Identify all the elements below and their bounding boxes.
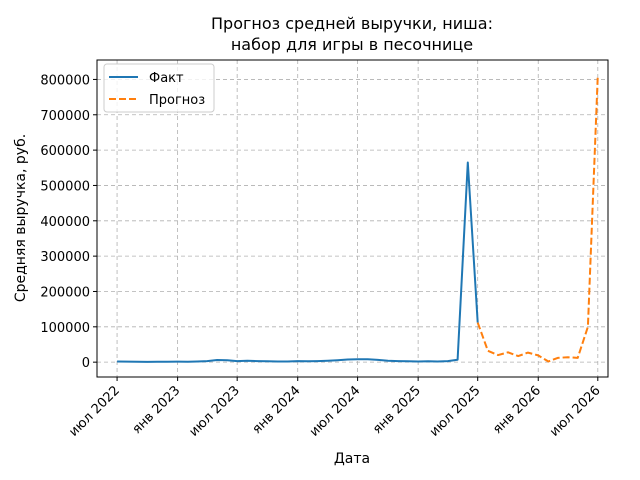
y-tick-label: 0 [82, 356, 90, 371]
series-line-fact [117, 161, 479, 363]
y-tick-label: 500000 [40, 179, 90, 194]
legend-label-fact: Факт [149, 71, 184, 86]
chart-title-line-1: Прогноз средней выручки, ниша: [211, 14, 493, 33]
y-tick-label: 200000 [40, 285, 90, 300]
y-tick-label: 300000 [40, 250, 90, 265]
y-axis-label: Средняя выручка, руб. [13, 134, 29, 302]
legend-label-forecast: Прогноз [149, 93, 205, 108]
x-axis-label: Дата [334, 451, 370, 467]
y-axis-ticks: 0 100000 200000 300000 400000 500000 600000 700… [40, 73, 97, 371]
legend: Факт Прогноз [103, 63, 215, 113]
y-tick-label: 100000 [40, 321, 90, 336]
y-tick-label: 800000 [40, 73, 90, 88]
series-line-forecast [476, 75, 599, 363]
y-tick-label: 700000 [40, 109, 90, 124]
series-lines [117, 75, 599, 363]
plot-frame [96, 59, 609, 378]
chart-title-line-2: набор для игры в песочнице [231, 35, 473, 54]
y-tick-label: 600000 [40, 144, 90, 159]
y-tick-label: 400000 [40, 215, 90, 230]
